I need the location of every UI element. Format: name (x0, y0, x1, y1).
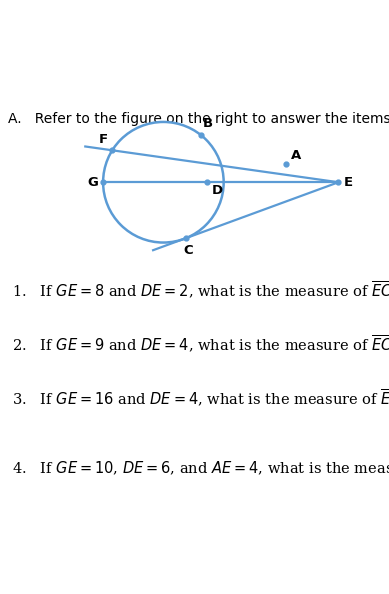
Text: 1.   If $GE = 8$ and $DE = 2$, what is the measure of $\overline{EC}$?: 1. If $GE = 8$ and $DE = 2$, what is the… (12, 280, 389, 301)
Text: $\mathbf{G}$: $\mathbf{G}$ (86, 176, 98, 189)
Text: $\mathbf{C}$: $\mathbf{C}$ (182, 244, 193, 257)
Text: $\mathbf{E}$: $\mathbf{E}$ (343, 176, 353, 189)
Text: 3.   If $GE = 16$ and $DE = 4$, what is the measure of $\overline{EC}$?: 3. If $GE = 16$ and $DE = 4$, what is th… (12, 388, 389, 409)
Text: $\mathbf{F}$: $\mathbf{F}$ (98, 132, 108, 146)
Text: $\mathbf{A}$: $\mathbf{A}$ (290, 149, 302, 162)
Text: 2.   If $GE = 9$ and $DE = 4$, what is the measure of $\overline{EC}$?: 2. If $GE = 9$ and $DE = 4$, what is the… (12, 334, 389, 355)
Text: $\mathbf{B}$: $\mathbf{B}$ (202, 116, 214, 129)
Text: A.   Refer to the figure on the right to answer the items below.: A. Refer to the figure on the right to a… (8, 112, 389, 127)
Text: $\mathbf{D}$: $\mathbf{D}$ (211, 184, 223, 197)
Text: 4.   If $GE = 10$, $DE = 6$, and $AE = 4$, what is the measure of $\overline{FE}: 4. If $GE = 10$, $DE = 6$, and $AE = 4$,… (12, 457, 389, 478)
